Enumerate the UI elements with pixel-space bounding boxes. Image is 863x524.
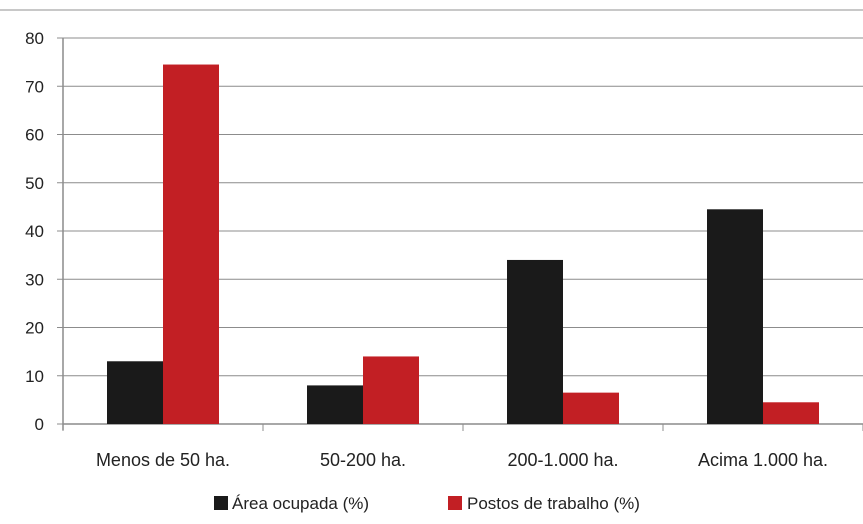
y-tick-label: 20 [25,319,44,338]
x-axis-ticks: Menos de 50 ha. 50-200 ha. 200-1.000 ha. Ac… [96,450,828,470]
bars [107,64,819,424]
bar-area-ocupada [307,385,363,424]
y-tick-label: 70 [25,77,44,96]
y-tick-label: 0 [35,415,44,434]
legend-label: Área ocupada (%) [232,494,369,513]
x-tick-label: 200-1.000 ha. [507,450,618,470]
x-tick-label: Acima 1.000 ha. [698,450,828,470]
bar-postos-de-trabalho [363,356,419,424]
legend-swatch [214,496,228,510]
y-tick-label: 10 [25,367,44,386]
x-tick-label: 50-200 ha. [320,450,406,470]
bar-area-ocupada [107,361,163,424]
y-tick-label: 50 [25,174,44,193]
legend-label: Postos de trabalho (%) [467,494,640,513]
bar-postos-de-trabalho [163,64,219,424]
y-tick-label: 60 [25,126,44,145]
y-axis-ticks: 0 10 20 30 40 50 60 70 80 [25,29,44,434]
y-tick-label: 30 [25,270,44,289]
y-tick-label: 40 [25,222,44,241]
legend-swatch [448,496,462,510]
legend: Área ocupada (%) Postos de trabalho (%) [214,494,640,513]
bar-postos-de-trabalho [763,402,819,424]
x-tick-label: Menos de 50 ha. [96,450,230,470]
bar-postos-de-trabalho [563,392,619,424]
bar-area-ocupada [507,259,563,424]
bar-area-ocupada [707,209,763,424]
y-tick-label: 80 [25,29,44,48]
